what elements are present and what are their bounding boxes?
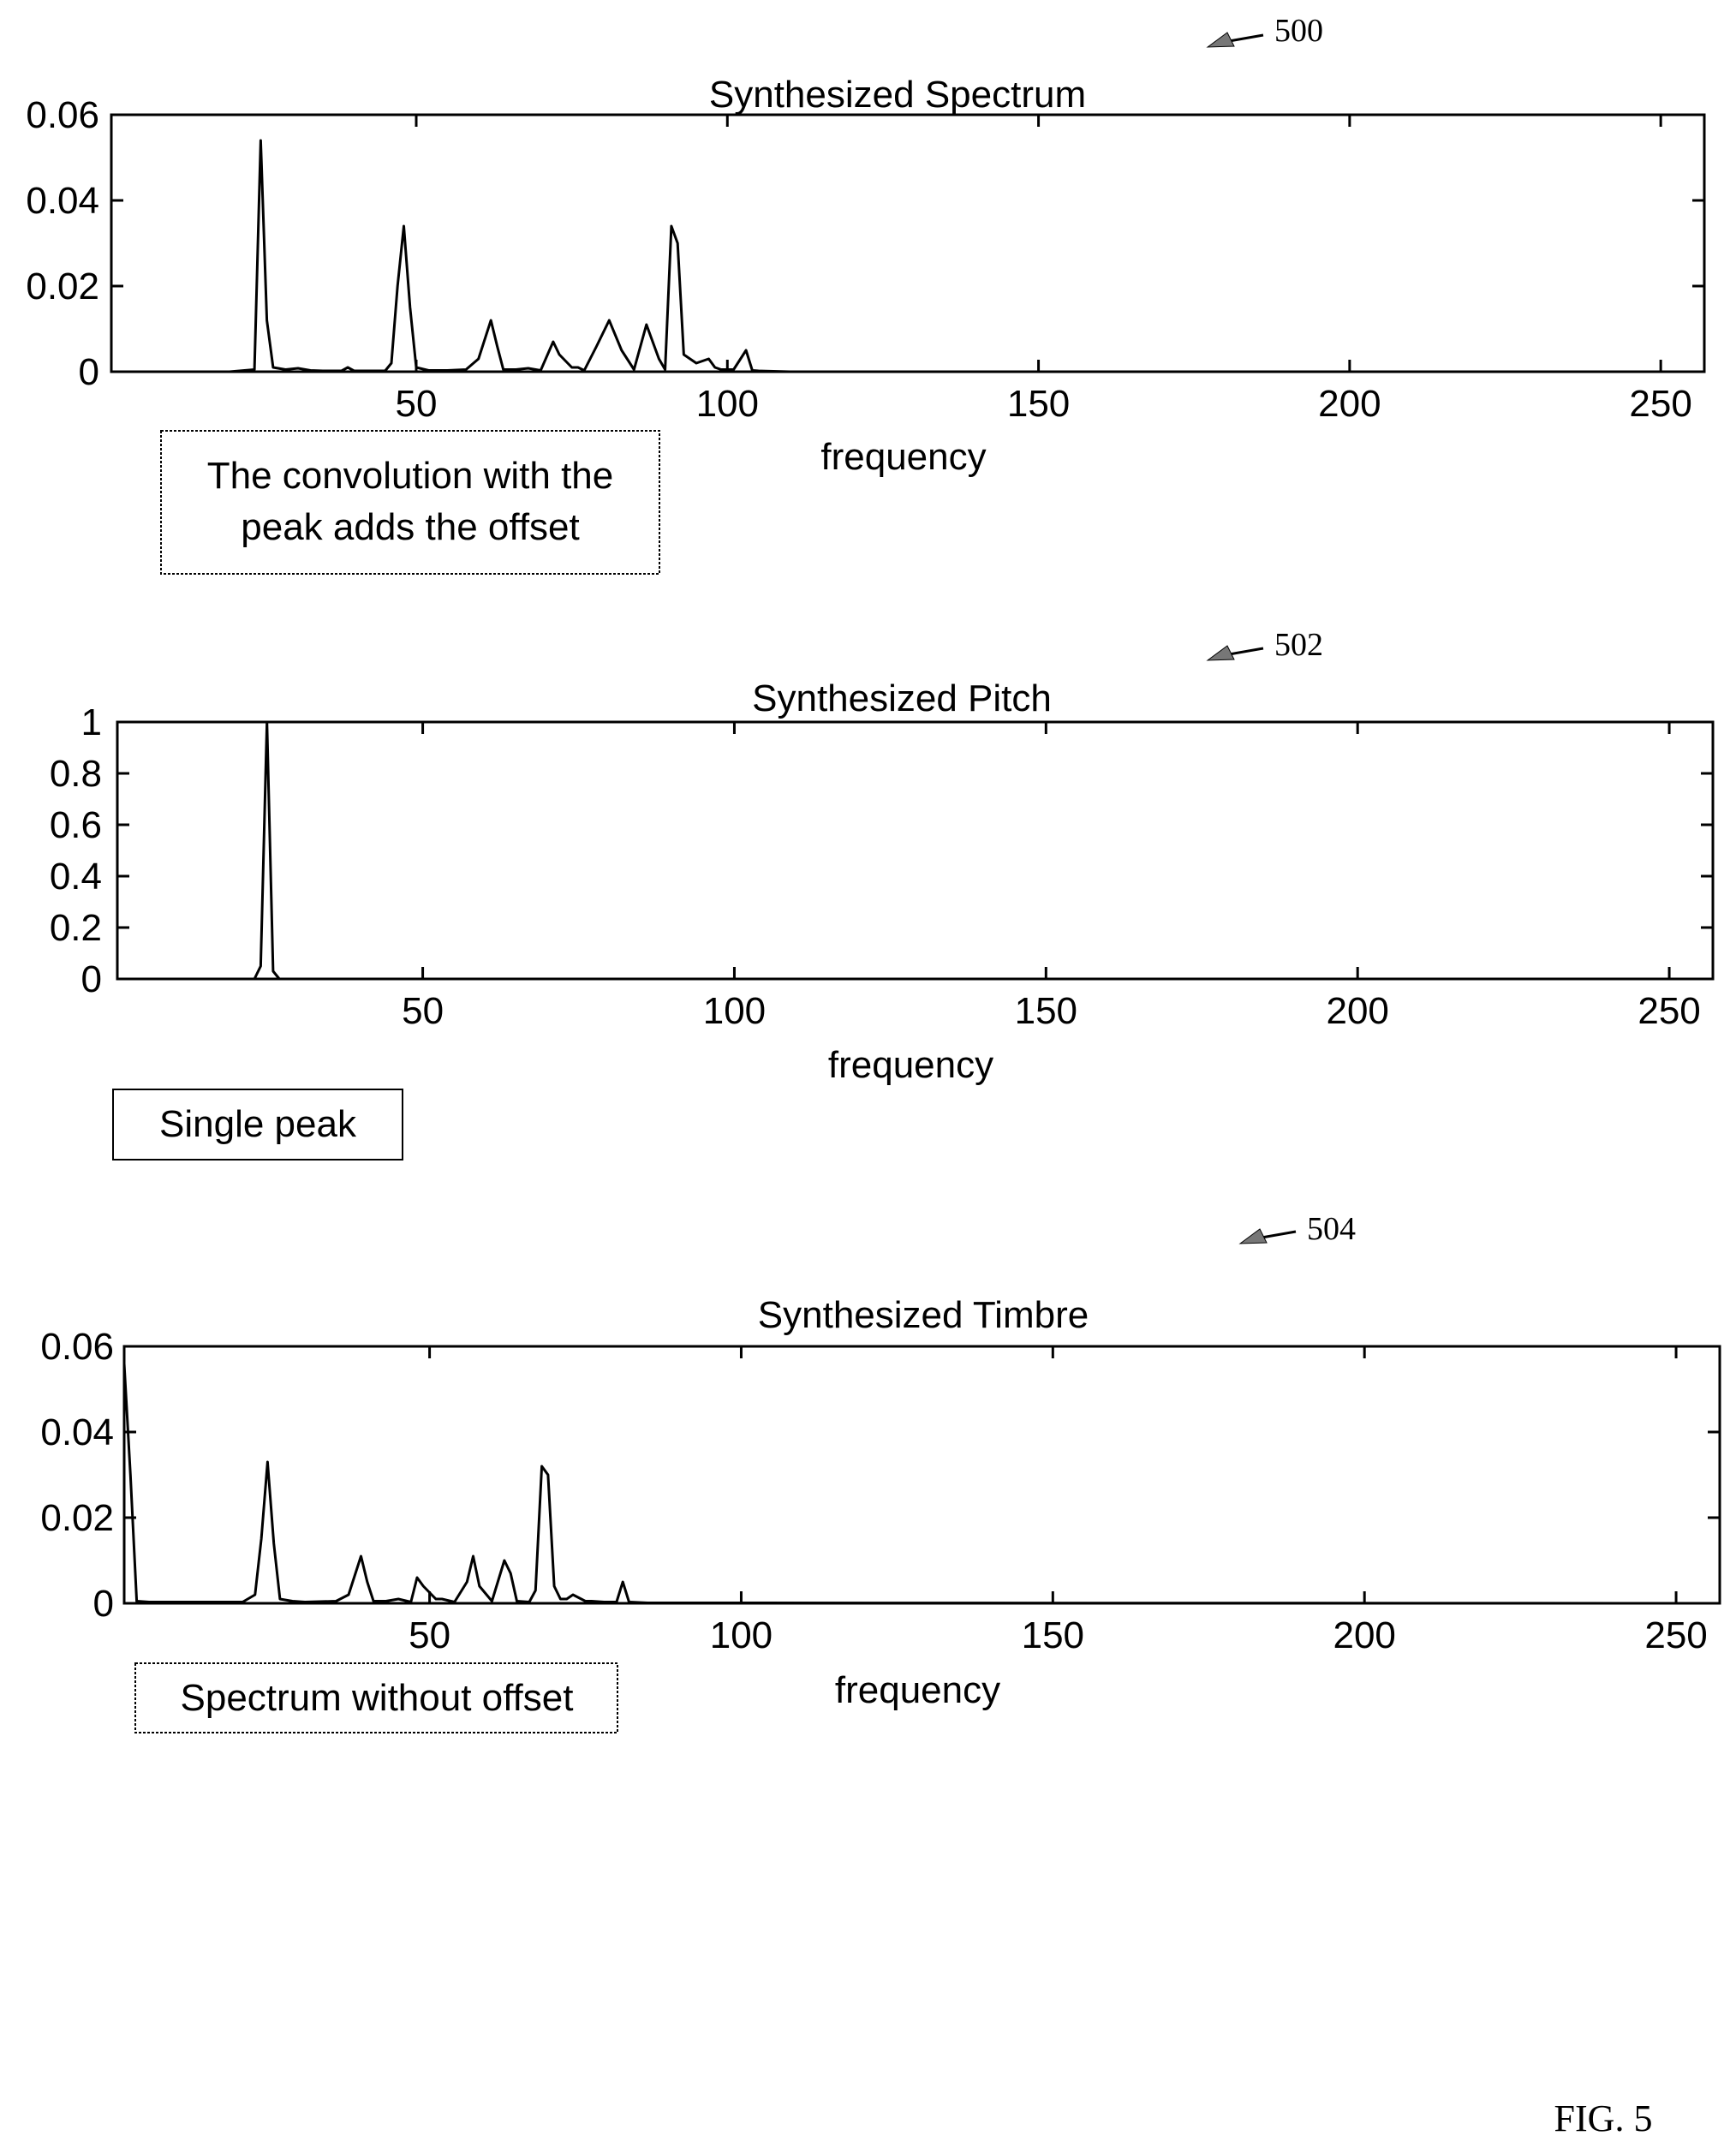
reference-numeral-500: 500 xyxy=(1274,13,1323,49)
panel-synthesized-timbre: 504 Synthesized Timbre 50 100 150 200 250 0 0.… xyxy=(40,1211,1721,1733)
y-tick-label: 0.02 xyxy=(26,266,99,307)
x-tick-label: 150 xyxy=(1022,1614,1084,1656)
x-tick-label: 150 xyxy=(1007,383,1070,425)
chart-plot-area: 50 100 150 200 250 0 0.02 0.04 0.06 frequency xyxy=(40,1326,1721,1711)
x-tick-label: 250 xyxy=(1644,1614,1707,1656)
y-tick-label: 0.6 xyxy=(50,804,102,846)
reference-arrow-500: 500 xyxy=(1206,13,1323,49)
annotation-line: Spectrum without offset xyxy=(181,1677,574,1719)
x-tick-label: 100 xyxy=(703,990,766,1032)
x-tick-label: 200 xyxy=(1326,990,1388,1032)
annotation-box: Single peak xyxy=(112,1089,403,1161)
y-tick-label: 0.8 xyxy=(50,753,102,795)
chart-title: Synthesized Pitch xyxy=(752,677,1052,719)
y-tick-label: 0.06 xyxy=(26,94,99,136)
x-axis-label: frequency xyxy=(835,1669,1000,1711)
x-tick-label: 250 xyxy=(1638,990,1700,1032)
x-tick-label: 100 xyxy=(696,383,759,425)
x-tick-label: 50 xyxy=(402,990,444,1032)
chart-title: Synthesized Timbre xyxy=(758,1294,1089,1336)
y-tick-label: 0 xyxy=(79,351,99,393)
annotation-line: peak adds the offset xyxy=(241,506,579,548)
reference-numeral-504: 504 xyxy=(1307,1211,1356,1247)
x-tick-label: 50 xyxy=(396,383,438,425)
x-tick-label: 100 xyxy=(710,1614,773,1656)
y-tick-label: 0.4 xyxy=(50,856,102,898)
panel-synthesized-spectrum: 500 Synthesized Spectrum 50 100 150 200 250 0… xyxy=(26,13,1706,575)
series-line xyxy=(111,139,1704,373)
y-tick-label: 0.06 xyxy=(40,1326,114,1368)
annotation-line: The convolution with the xyxy=(207,455,614,497)
x-tick-label: 50 xyxy=(409,1614,450,1656)
figure-label: FIG. 5 xyxy=(1554,2097,1653,2139)
chart-plot-area: 50 100 150 200 250 0 0.2 0.4 0.6 0.8 1 frequency xyxy=(50,701,1715,1086)
annotation-box: The convolution with the peak adds the o… xyxy=(160,430,660,575)
series-line xyxy=(117,720,1713,981)
x-tick-label: 150 xyxy=(1015,990,1077,1032)
x-tick-label: 200 xyxy=(1318,383,1381,425)
y-tick-label: 0.02 xyxy=(40,1497,114,1539)
y-tick-label: 0 xyxy=(81,958,102,1000)
y-tick-label: 1 xyxy=(81,701,102,743)
chart-plot-area: 50 100 150 200 250 0 0.02 0.04 0.06 frequency xyxy=(26,94,1706,478)
reference-arrow-504: 504 xyxy=(1238,1211,1356,1247)
series-line xyxy=(122,1363,1721,1605)
y-tick-label: 0.04 xyxy=(40,1411,114,1453)
y-tick-label: 0.2 xyxy=(50,907,102,949)
annotation-box: Spectrum without offset xyxy=(134,1662,618,1733)
x-axis-label: frequency xyxy=(828,1044,993,1086)
x-tick-label: 250 xyxy=(1629,383,1691,425)
reference-numeral-502: 502 xyxy=(1274,627,1323,663)
chart-title: Synthesized Spectrum xyxy=(709,74,1086,116)
reference-arrow-502: 502 xyxy=(1206,627,1323,663)
annotation-line: Single peak xyxy=(159,1103,357,1145)
y-tick-label: 0 xyxy=(93,1583,114,1625)
x-tick-label: 200 xyxy=(1333,1614,1395,1656)
y-tick-label: 0.04 xyxy=(26,180,99,222)
x-axis-label: frequency xyxy=(820,436,986,478)
panel-synthesized-pitch: 502 Synthesized Pitch 50 100 150 200 250 0 0.2… xyxy=(50,627,1715,1161)
